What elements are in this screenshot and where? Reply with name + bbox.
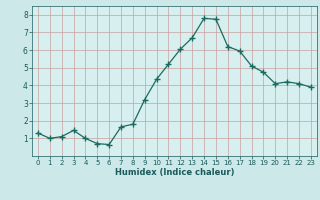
X-axis label: Humidex (Indice chaleur): Humidex (Indice chaleur) bbox=[115, 168, 234, 177]
